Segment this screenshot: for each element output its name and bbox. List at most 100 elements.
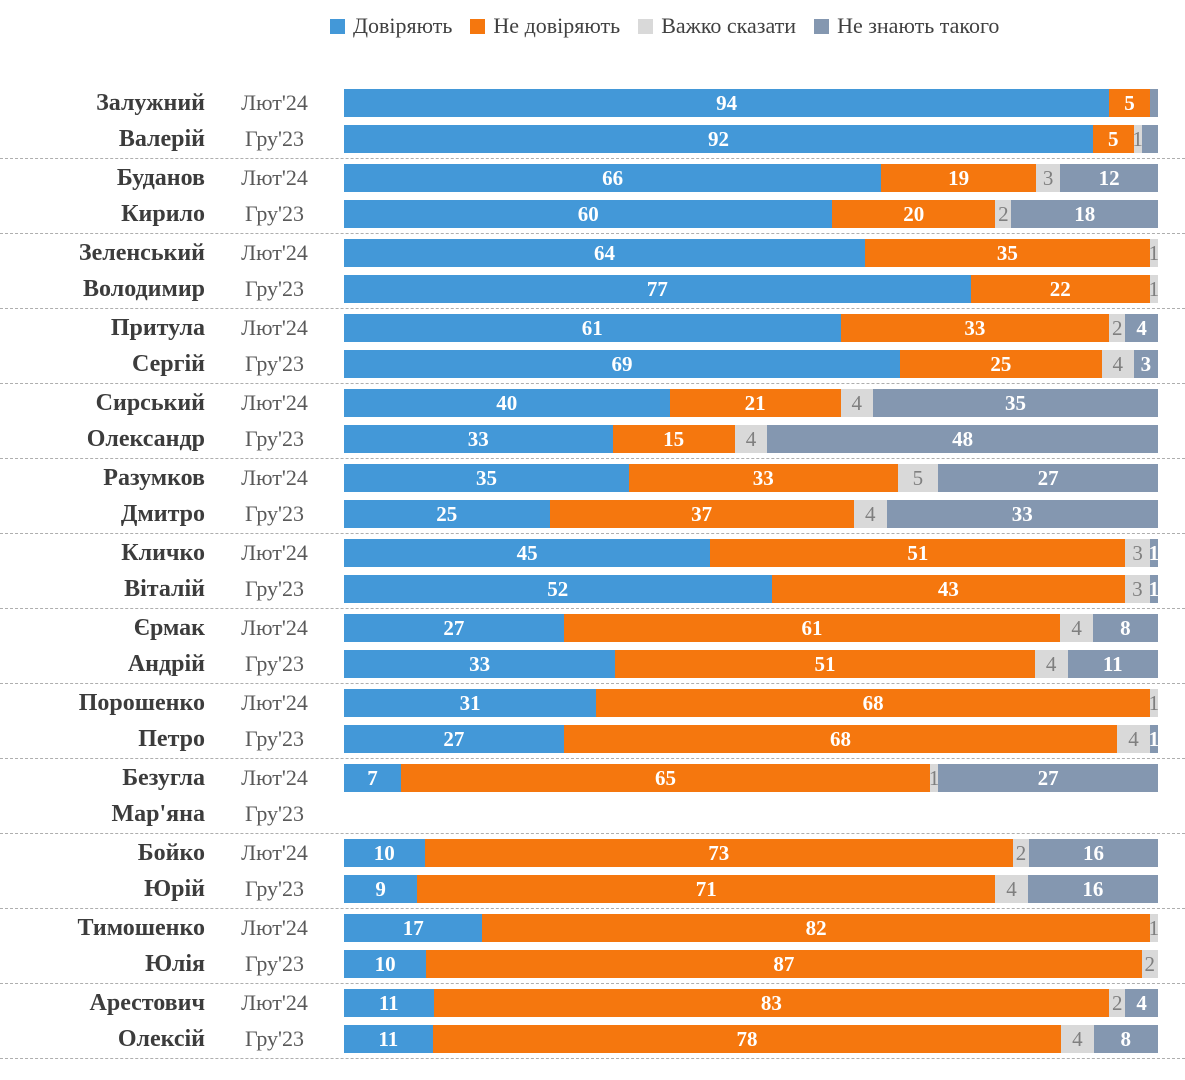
- bar-segment-dont-know: 1: [1148, 539, 1160, 567]
- bar-value-label: 3: [1132, 540, 1143, 565]
- chart-row: Сирський Лют'24 40 21 4 35: [0, 389, 1185, 417]
- bar-segment-distrust: 15: [612, 425, 735, 453]
- bar-value-label: 3: [1140, 351, 1152, 376]
- person-name: Сирський: [95, 389, 205, 416]
- bar-area: 66 19 3 12: [344, 164, 1158, 192]
- person-name: Тимошенко: [77, 914, 205, 941]
- legend-label: Не довіряють: [493, 13, 621, 38]
- bar-segment-hard-to-say: 4: [1061, 1025, 1094, 1053]
- bar-value-label: 69: [611, 351, 633, 376]
- bar-value-label: 73: [708, 840, 730, 865]
- bar-segment-trust: 17: [344, 914, 483, 942]
- bar-segment-distrust: 25: [900, 350, 1102, 378]
- person-name: Разумков: [103, 464, 205, 491]
- bar-value-label: 61: [581, 315, 603, 340]
- bar-segment-distrust: 5: [1109, 89, 1150, 117]
- bar-segment-hard-to-say: 2: [1109, 314, 1126, 342]
- bar-value-label: 33: [752, 465, 774, 490]
- bar-segment-hard-to-say: 3: [1035, 164, 1061, 192]
- bar-segment-trust: 52: [344, 575, 772, 603]
- bar-segment-trust: 61: [344, 314, 841, 342]
- chart-body: Залужний Лют'24 94 5 Валерій Гру'23 92 5 1 Будано…: [0, 89, 1185, 1059]
- bar-segment-distrust: 82: [482, 914, 1150, 942]
- bar-segment-trust: 10: [344, 839, 425, 867]
- person-name: Залужний: [96, 89, 205, 116]
- bar-segment-distrust: 33: [840, 314, 1110, 342]
- bar-segment-hard-to-say: 3: [1125, 539, 1150, 567]
- chart-row: Буданов Лют'24 66 19 3 12: [0, 164, 1185, 192]
- bar-segment-distrust: 68: [563, 725, 1118, 753]
- person-name: Єрмак: [133, 614, 205, 641]
- bar-value-label: 4: [851, 390, 863, 415]
- legend-label: Не знають такого: [837, 13, 1000, 38]
- bar-segment-trust: 35: [344, 464, 629, 492]
- bar-segment-dont-know: 18: [1011, 200, 1158, 228]
- bar-segment-hard-to-say: 1: [1149, 239, 1159, 267]
- bar-segment-dont-know: 1: [1149, 725, 1159, 753]
- period-label: Лют'24: [241, 315, 308, 340]
- bar-value-label: 11: [378, 990, 399, 1015]
- period-label: Гру'23: [244, 576, 304, 601]
- bar-segment-hard-to-say: 1: [1132, 125, 1143, 153]
- bar-value-label: 68: [862, 690, 884, 715]
- bar-value-label: 43: [937, 576, 959, 601]
- bar-value-label: 64: [593, 240, 615, 265]
- bar-value-label: 92: [707, 126, 729, 151]
- period-label: Лют'24: [241, 765, 308, 790]
- person-name: Безугла: [122, 764, 205, 791]
- bar-segment-distrust: 20: [832, 200, 996, 228]
- bar-segment-dont-know: 48: [767, 425, 1158, 453]
- period-label: Лют'24: [241, 915, 308, 940]
- chart-row: Валерій Гру'23 92 5 1: [0, 125, 1185, 153]
- person-name: Порошенко: [78, 689, 205, 716]
- bar-segment-trust: 33: [344, 425, 613, 453]
- legend-item-hard-to-say: Важко сказати: [638, 13, 796, 39]
- person-name: Юлія: [145, 950, 205, 977]
- bar-value-label: 1: [1132, 126, 1143, 151]
- bar-value-label: 7: [367, 765, 378, 790]
- chart-row: Мар'яна Гру'23: [0, 800, 1185, 828]
- bar-segment-hard-to-say: 1: [1149, 914, 1159, 942]
- period-label: Лют'24: [241, 240, 308, 265]
- bar-segment-distrust: 33: [628, 464, 898, 492]
- legend-label: Довіряють: [353, 13, 453, 38]
- bar-area: 92 5 1: [344, 125, 1158, 153]
- bar-value-label: 21: [744, 390, 766, 415]
- bar-segment-hard-to-say: 1: [1149, 689, 1159, 717]
- chart-row: Єрмак Лют'24 27 61 4 8: [0, 614, 1185, 642]
- bar-segment-hard-to-say: 1: [929, 764, 939, 792]
- person-group: Порошенко Лют'24 31 68 1 Петро Гру'23 27 68 4 1: [0, 689, 1185, 759]
- person-name: Зеленський: [78, 239, 205, 266]
- bar-value-label: 2: [1015, 840, 1027, 865]
- bar-segment-dont-know: 35: [873, 389, 1158, 417]
- period-label: Лют'24: [241, 390, 308, 415]
- chart-row: Андрій Гру'23 33 51 4 11: [0, 650, 1185, 678]
- person-group: Кличко Лют'24 45 51 3 1 Віталій Гру'23 52 43 3 1: [0, 539, 1185, 609]
- bar-segment-distrust: 35: [864, 239, 1150, 267]
- bar-value-label: 10: [374, 951, 396, 976]
- person-name: Буданов: [116, 164, 205, 191]
- bar-segment-distrust: 83: [433, 989, 1110, 1017]
- bar-value-label: 1: [1148, 276, 1160, 301]
- period-label: Гру'23: [244, 1026, 304, 1051]
- bar-area: 64 35 1: [344, 239, 1159, 267]
- bar-value-label: 16: [1083, 840, 1104, 865]
- bar-value-label: 1: [1148, 540, 1160, 565]
- bar-area: [344, 800, 1158, 828]
- bar-value-label: 4: [864, 501, 876, 526]
- bar-segment-dont-know: 27: [938, 764, 1158, 792]
- bar-segment-distrust: 71: [417, 875, 996, 903]
- bar-segment-trust: 11: [344, 989, 434, 1017]
- person-name: Олексій: [117, 1025, 205, 1052]
- person-group: Залужний Лют'24 94 5 Валерій Гру'23 92 5 1: [0, 89, 1185, 159]
- bar-value-label: 37: [691, 501, 713, 526]
- bar-value-label: 11: [1102, 651, 1123, 676]
- bar-segment-trust: 10: [344, 950, 427, 978]
- bar-value-label: 15: [663, 426, 685, 451]
- period-label: Лют'24: [241, 165, 308, 190]
- bar-value-label: 22: [1049, 276, 1071, 301]
- bar-area: 33 51 4 11: [344, 650, 1158, 678]
- chart-row: Порошенко Лют'24 31 68 1: [0, 689, 1185, 717]
- bar-segment-hard-to-say: 4: [734, 425, 768, 453]
- legend-swatch-trust-icon: [330, 18, 345, 34]
